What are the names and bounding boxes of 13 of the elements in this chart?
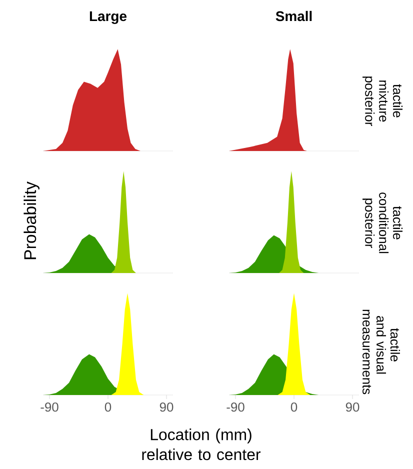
- x-tick-label: 0: [104, 402, 112, 412]
- x-tick-label: -90: [40, 402, 58, 412]
- y2-axis-title: tactile conditional posterior: [362, 192, 402, 254]
- x-tick-label: -90: [226, 402, 244, 412]
- chart-title: Large: [90, 11, 127, 24]
- y-axis-title: Probability: [24, 182, 40, 260]
- x-tick-label: 90: [346, 402, 360, 412]
- chart-title: Small: [276, 10, 312, 22]
- y2-axis-title: tactile and visual measurements: [362, 310, 400, 394]
- x-tick-label: 0: [290, 402, 298, 412]
- x-axis-title: Location (mm) relative to center: [142, 428, 261, 460]
- x-tick-label: 90: [160, 402, 174, 412]
- y2-axis-title: tactile mixture posterior: [362, 76, 402, 126]
